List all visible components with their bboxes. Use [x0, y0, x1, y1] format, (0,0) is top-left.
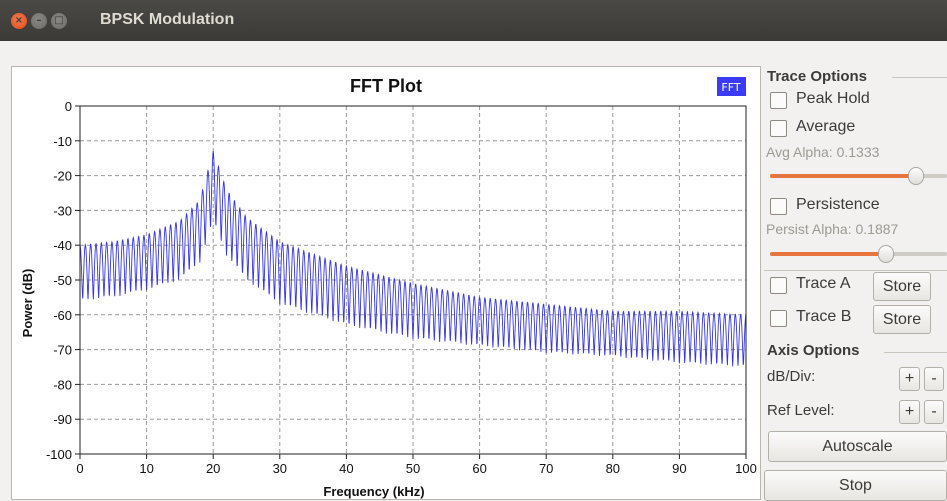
x-axis-label: Frequency (kHz) — [323, 484, 424, 499]
x-tick-label: 20 — [206, 461, 220, 476]
y-tick-label: -40 — [53, 238, 72, 253]
autoscale-button[interactable]: Autoscale — [768, 431, 947, 462]
persistence-checkbox[interactable] — [770, 198, 787, 215]
y-tick-label: -10 — [53, 134, 72, 149]
x-tick-label: 30 — [273, 461, 287, 476]
x-tick-label: 100 — [735, 461, 757, 476]
y-tick-label: -80 — [53, 377, 72, 392]
axis-options-title: Axis Options — [767, 342, 860, 359]
peak-hold-option[interactable]: Peak Hold — [770, 90, 940, 112]
control-panel: Trace Options Peak Hold Average Avg Alph… — [762, 66, 947, 501]
trace-options-title: Trace Options — [767, 68, 868, 85]
peak-hold-label: Peak Hold — [796, 90, 870, 107]
avg-alpha-slider[interactable] — [770, 167, 947, 185]
group-divider — [884, 352, 947, 353]
y-tick-label: -30 — [53, 203, 72, 218]
group-divider — [892, 77, 947, 78]
slider-fill — [770, 174, 916, 178]
close-icon: × — [14, 15, 24, 26]
x-tick-label: 50 — [406, 461, 420, 476]
y-tick-label: -100 — [46, 447, 72, 462]
y-axis-label: Power (dB) — [20, 269, 35, 338]
fft-plot-frame: FFT Plot FFT Frequency (kHz) Power (dB) … — [11, 66, 761, 500]
minimize-window-button[interactable]: – — [31, 13, 47, 29]
persist-alpha-slider[interactable] — [770, 245, 947, 263]
average-checkbox[interactable] — [770, 120, 787, 137]
legend-label: FFT — [721, 81, 740, 94]
persist-alpha-label: Persist Alpha: 0.1887 — [766, 221, 899, 237]
persistence-option[interactable]: Persistence — [770, 196, 940, 218]
trace-a-checkbox[interactable] — [770, 277, 787, 294]
trace-b-checkbox[interactable] — [770, 310, 787, 327]
title-bar: × – □ BPSK Modulation — [0, 0, 947, 41]
stop-button[interactable]: Stop — [764, 470, 947, 501]
avg-alpha-label: Avg Alpha: 0.1333 — [766, 144, 880, 160]
maximize-window-button[interactable]: □ — [51, 13, 67, 29]
ref-level-label: Ref Level: — [767, 402, 835, 419]
maximize-icon: □ — [54, 15, 64, 26]
plot-area-border — [79, 105, 747, 455]
minimize-icon: – — [36, 15, 42, 26]
y-tick-label: -90 — [53, 412, 72, 427]
slider-fill — [770, 252, 886, 256]
y-tick-label: -70 — [53, 343, 72, 358]
fft-plot-chart: FFT Plot FFT Frequency (kHz) Power (dB) … — [20, 76, 757, 499]
trace-a-option[interactable]: Trace A — [770, 275, 875, 297]
average-label: Average — [796, 118, 856, 135]
y-tick-label: -60 — [53, 308, 72, 323]
x-tick-label: 0 — [76, 461, 83, 476]
x-tick-label: 60 — [472, 461, 486, 476]
peak-hold-checkbox[interactable] — [770, 92, 787, 109]
plot-title: FFT Plot — [350, 76, 422, 96]
close-window-button[interactable]: × — [11, 13, 27, 29]
store-trace-a-button[interactable]: Store — [873, 272, 931, 301]
ref-level-decrease-button[interactable]: - — [924, 400, 944, 424]
trace-b-option[interactable]: Trace B — [770, 308, 875, 330]
db-div-label: dB/Div: — [767, 368, 816, 385]
y-tick-label: -20 — [53, 169, 72, 184]
db-div-decrease-button[interactable]: - — [924, 367, 944, 391]
persist-alpha-slider-handle[interactable] — [878, 245, 894, 263]
x-tick-label: 40 — [339, 461, 353, 476]
legend-swatch — [717, 77, 746, 96]
x-tick-label: 10 — [139, 461, 153, 476]
window-title: BPSK Modulation — [100, 11, 235, 28]
x-tick-label: 70 — [539, 461, 553, 476]
db-div-increase-button[interactable]: + — [899, 367, 920, 391]
trace-a-label: Trace A — [796, 275, 851, 292]
average-option[interactable]: Average — [770, 118, 940, 140]
ref-level-increase-button[interactable]: + — [899, 400, 920, 424]
group-divider — [764, 270, 947, 271]
store-trace-b-button[interactable]: Store — [873, 305, 931, 334]
avg-alpha-slider-handle[interactable] — [908, 167, 924, 185]
y-tick-label: -50 — [53, 273, 72, 288]
persistence-label: Persistence — [796, 196, 880, 213]
x-tick-label: 90 — [672, 461, 686, 476]
y-tick-label: 0 — [65, 99, 72, 114]
x-tick-label: 80 — [606, 461, 620, 476]
trace-b-label: Trace B — [796, 308, 852, 325]
fft-trace-line — [79, 151, 747, 367]
